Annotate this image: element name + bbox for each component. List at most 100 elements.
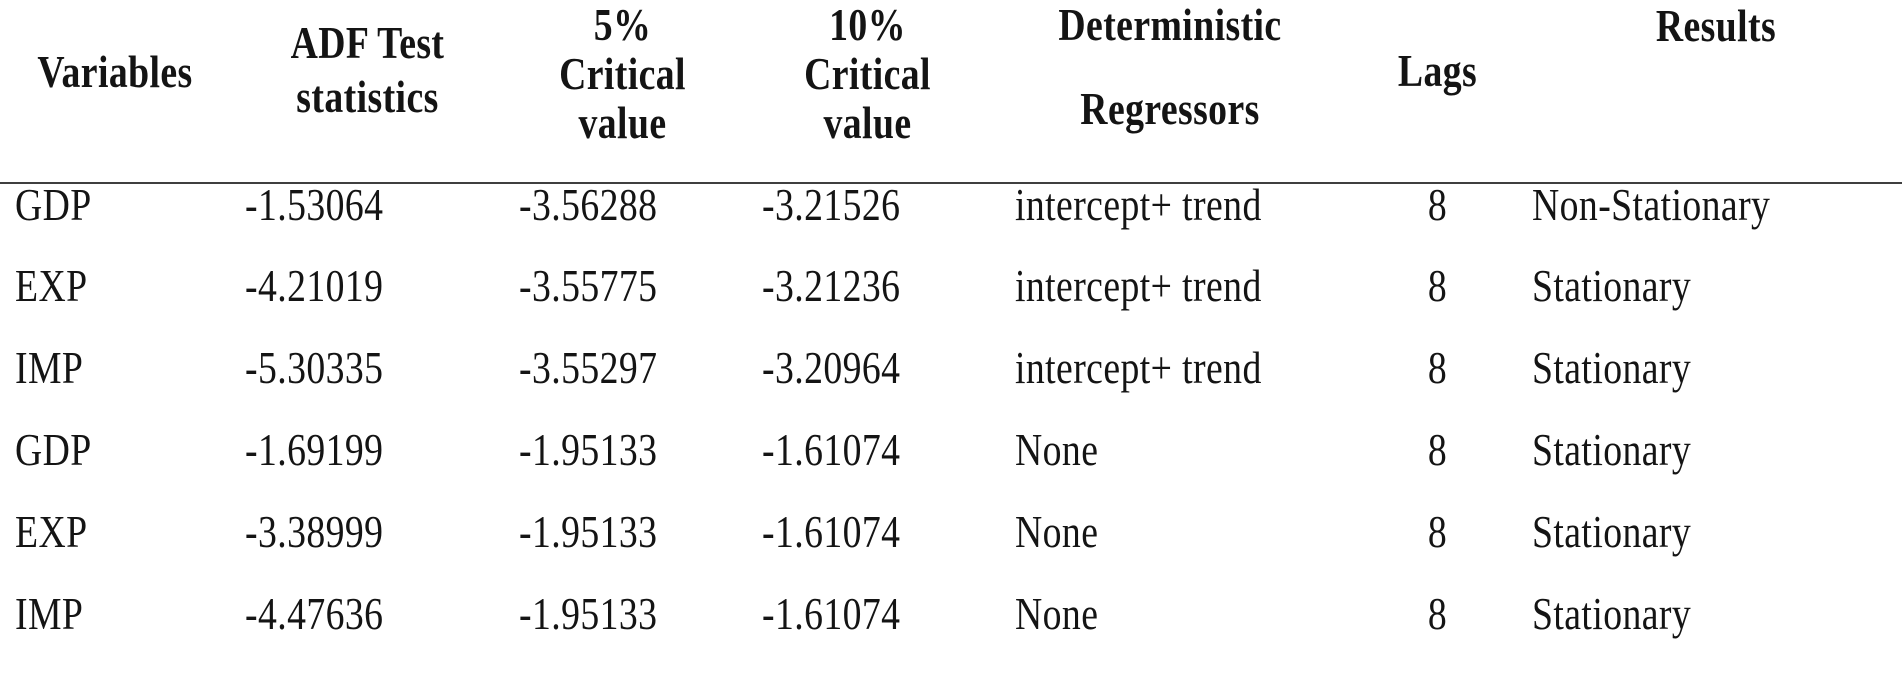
cell-value: IMP <box>15 588 84 639</box>
cell-result: Stationary <box>1530 342 1902 429</box>
cell-value: -1.95133 <box>519 588 658 639</box>
cell-value: -4.47636 <box>245 588 384 639</box>
cell-result: Stationary <box>1530 424 1902 511</box>
cell-value: 8 <box>1427 424 1448 475</box>
cell-value: -3.55297 <box>519 342 658 393</box>
cell-variable: EXP <box>0 260 230 347</box>
cell-value: GDP <box>15 179 92 230</box>
cell-value: 8 <box>1427 342 1448 393</box>
cell-variable: EXP <box>0 506 230 593</box>
cell-lags: 8 <box>1345 506 1530 593</box>
header-cell-deterministic-regressors: Deterministic Regressors <box>995 0 1345 184</box>
cell-regressors: None <box>995 424 1345 511</box>
cell-value: Stationary <box>1532 260 1692 311</box>
cell-lags: 8 <box>1345 424 1530 511</box>
cell-value: intercept+ trend <box>1015 260 1262 311</box>
cell-value: None <box>1015 588 1099 639</box>
cell-lags: 8 <box>1345 179 1530 265</box>
header-label: Regressors <box>1080 83 1260 134</box>
cell-adf-stat: -3.38999 <box>230 509 505 593</box>
cell-value: -3.55775 <box>519 260 658 311</box>
cell-value: -1.95133 <box>519 506 658 557</box>
cell-regressors: intercept+ trend <box>995 179 1345 265</box>
cell-value: Stationary <box>1532 588 1692 639</box>
header-cell-adf-test-statistics: ADF Test statistics <box>230 0 505 184</box>
table-header: Variables ADF Test statistics 5% Critica… <box>0 0 1902 184</box>
cell-value: intercept+ trend <box>1015 342 1262 393</box>
cell-cv10: -3.21526 <box>740 179 995 265</box>
cell-regressors: intercept+ trend <box>995 342 1345 429</box>
cell-value: -1.95133 <box>519 424 658 475</box>
cell-value: -3.20964 <box>762 342 901 393</box>
cell-result: Stationary <box>1530 506 1902 593</box>
cell-value: -5.30335 <box>245 342 384 393</box>
table-body: GDP -1.53064 -3.56288 -3.21526 intercept… <box>0 179 1902 675</box>
cell-value: Stationary <box>1532 506 1692 557</box>
cell-value: GDP <box>15 424 92 475</box>
cell-cv5: -3.55775 <box>505 260 740 347</box>
header-label: Critical <box>804 48 931 99</box>
cell-result: Stationary <box>1530 260 1902 347</box>
cell-value: -3.21526 <box>762 179 901 230</box>
cell-adf-stat: -1.69199 <box>230 424 505 511</box>
header-label: 10% <box>829 0 906 50</box>
header-label: Deterministic <box>1058 0 1282 50</box>
table-row: EXP -4.21019 -3.55775 -3.21236 intercept… <box>0 260 1902 347</box>
header-cell-results: Results <box>1530 0 1902 184</box>
cell-cv5: -1.95133 <box>505 588 740 675</box>
header-cell-lags: Lags <box>1345 0 1530 184</box>
cell-value: None <box>1015 424 1099 475</box>
header-label: statistics <box>296 71 439 122</box>
table-row: GDP -1.53064 -3.56288 -3.21526 intercept… <box>0 179 1902 265</box>
cell-adf-stat: -4.47636 <box>230 588 505 675</box>
header-row: Variables ADF Test statistics 5% Critica… <box>0 0 1902 184</box>
cell-cv5: -3.55297 <box>505 342 740 429</box>
cell-value: -1.61074 <box>762 506 901 557</box>
table-row: IMP -4.47636 -1.95133 -1.61074 None 8 St… <box>0 588 1902 675</box>
cell-cv10: -3.21236 <box>740 260 995 347</box>
cell-value: -1.61074 <box>762 424 901 475</box>
cell-value: -4.21019 <box>245 260 384 311</box>
header-label: value <box>823 97 912 148</box>
cell-value: 8 <box>1427 506 1448 557</box>
cell-cv5: -1.95133 <box>505 424 740 511</box>
cell-value: -3.21236 <box>762 260 901 311</box>
cell-value: Non-Stationary <box>1532 179 1771 230</box>
cell-value: EXP <box>15 506 88 557</box>
cell-value: Stationary <box>1532 342 1692 393</box>
header-label: Lags <box>1397 45 1478 96</box>
cell-value: EXP <box>15 260 88 311</box>
cell-adf-stat: -4.21019 <box>230 260 505 347</box>
cell-cv10: -1.61074 <box>740 591 995 675</box>
header-cell-5pct-critical-value: 5% Critical value <box>505 0 740 184</box>
header-cell-10pct-critical-value: 10% Critical value <box>740 0 995 184</box>
cell-value: IMP <box>15 342 84 393</box>
cell-regressors: None <box>995 588 1345 675</box>
header-label: Results <box>1655 0 1777 51</box>
cell-value: Stationary <box>1532 424 1692 475</box>
cell-value: 8 <box>1427 588 1448 639</box>
cell-lags: 8 <box>1345 342 1530 429</box>
cell-value: 8 <box>1427 179 1448 230</box>
cell-adf-stat: -1.53064 <box>230 179 505 265</box>
cell-result: Non-Stationary <box>1530 179 1902 265</box>
header-label: 5% <box>593 0 652 50</box>
header-cell-variables: Variables <box>0 0 230 184</box>
cell-lags: 8 <box>1345 588 1530 675</box>
cell-value: -1.53064 <box>245 179 384 230</box>
cell-value: intercept+ trend <box>1015 179 1262 230</box>
table-row: GDP -1.69199 -1.95133 -1.61074 None 8 St… <box>0 424 1902 511</box>
header-label: Critical <box>559 48 686 99</box>
cell-variable: IMP <box>0 342 230 429</box>
cell-cv10: -1.61074 <box>740 506 995 593</box>
cell-variable: IMP <box>0 588 230 675</box>
cell-value: -1.69199 <box>245 424 384 475</box>
header-label: ADF Test <box>290 17 445 68</box>
cell-regressors: None <box>995 506 1345 593</box>
cell-value: None <box>1015 506 1099 557</box>
cell-cv5: -1.95133 <box>505 506 740 593</box>
cell-cv10: -1.61074 <box>740 424 995 511</box>
cell-regressors: intercept+ trend <box>995 260 1345 347</box>
